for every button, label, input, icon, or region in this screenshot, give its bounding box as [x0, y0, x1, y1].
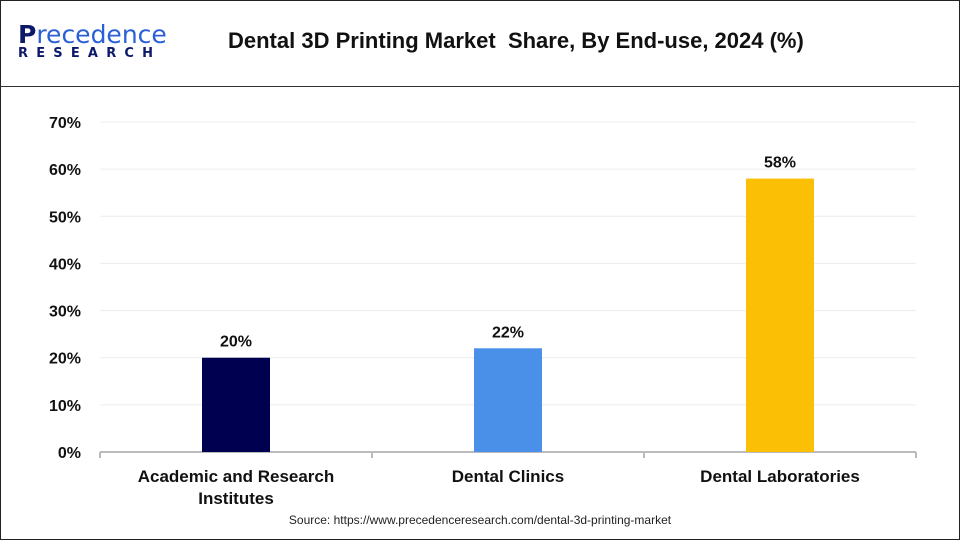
x-tick-label: Institutes [198, 489, 274, 508]
y-tick-label: 70% [49, 115, 81, 132]
chart-title: Dental 3D Printing Market Share, By End-… [228, 28, 804, 53]
source-note: Source: https://www.precedenceresearch.c… [288, 513, 672, 527]
y-tick-label: 10% [49, 398, 81, 415]
y-tick-label: 20% [49, 351, 81, 368]
y-tick-label: 40% [49, 256, 81, 273]
data-label: 22% [492, 324, 524, 341]
x-tick-label: Dental Laboratories [700, 467, 860, 486]
logo: Precedence RESEARCH [18, 20, 167, 62]
x-tick-label: Academic and Research [138, 467, 335, 486]
logo-brand-top: Precedence [18, 20, 167, 49]
y-tick-label: 0% [58, 445, 81, 462]
x-tick-label: Dental Clinics [452, 467, 564, 486]
y-tick-label: 30% [49, 304, 81, 321]
bar [746, 178, 814, 453]
header-divider [0, 86, 960, 87]
y-tick-label: 60% [49, 162, 81, 179]
data-label: 58% [764, 155, 796, 172]
logo-brand-bottom: RESEARCH [18, 46, 162, 61]
bar [474, 348, 542, 452]
bar [202, 357, 270, 452]
y-tick-label: 50% [49, 209, 81, 226]
data-label: 20% [220, 334, 252, 351]
